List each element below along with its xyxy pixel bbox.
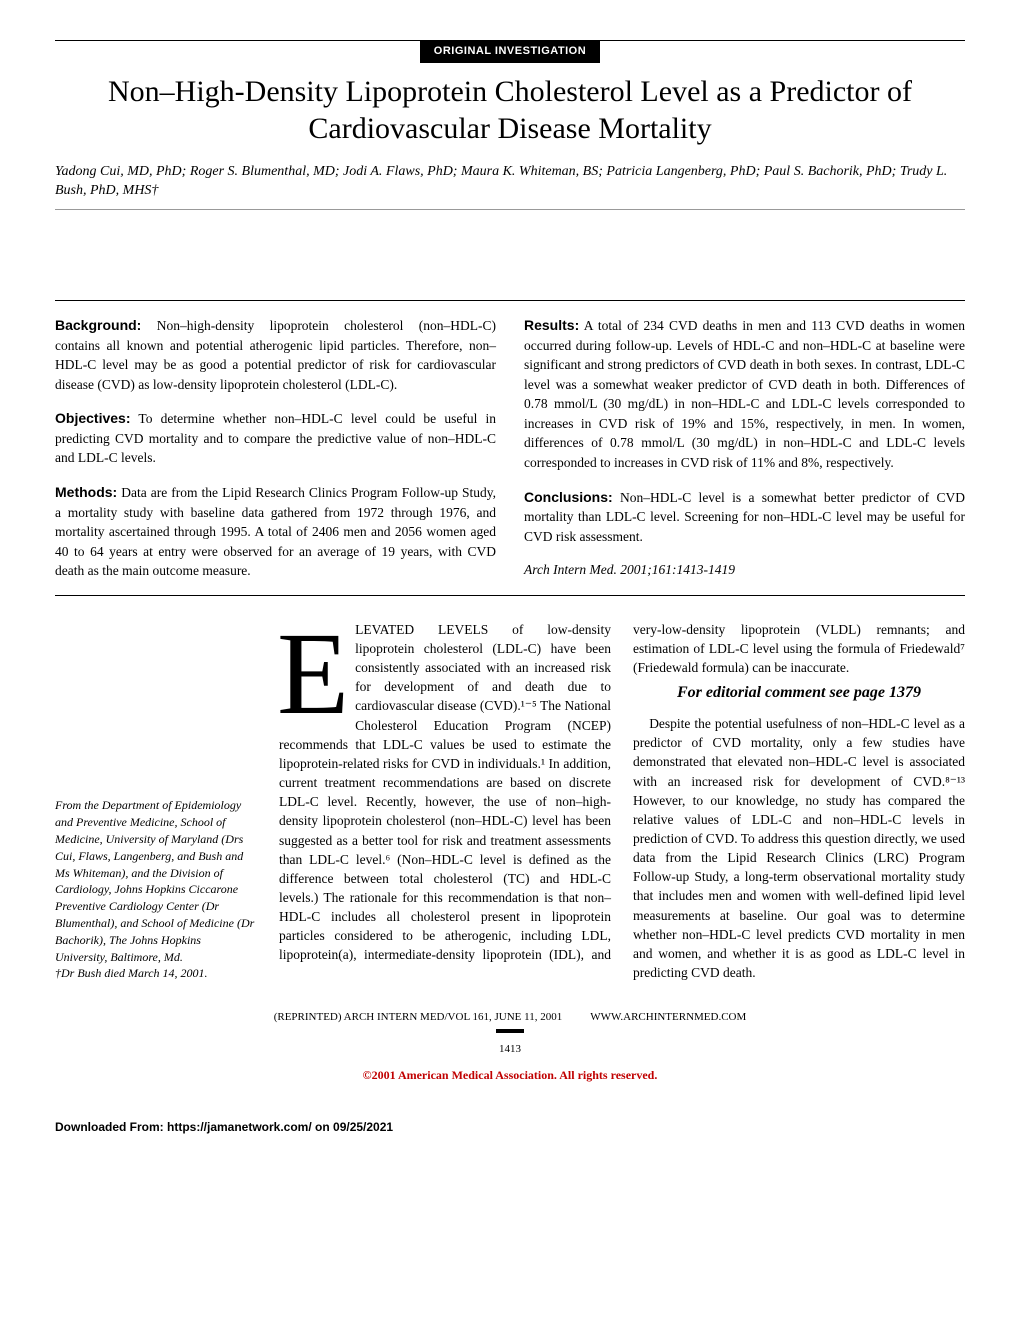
affiliation-text: From the Department of Epidemiology and …	[55, 797, 255, 965]
footer-left: (REPRINTED) ARCH INTERN MED/VOL 161, JUN…	[274, 1010, 563, 1025]
body-para-2b: Despite the potential usefulness of non–…	[633, 714, 965, 982]
body-row: From the Department of Epidemiology and …	[55, 620, 965, 982]
footer-page-number: 1413	[55, 1042, 965, 1057]
abs-label-conclusions: Conclusions:	[524, 489, 613, 505]
abs-label-methods: Methods:	[55, 484, 117, 500]
abs-text-methods: Data are from the Lipid Research Clinics…	[55, 485, 496, 578]
footer-bar-icon	[496, 1029, 524, 1033]
copyright-notice: ©2001 American Medical Association. All …	[55, 1067, 965, 1083]
abs-label-objectives: Objectives:	[55, 410, 130, 426]
author-rule	[55, 209, 965, 210]
abstract-left-column: Background: Non–high-density lipoprotein…	[55, 315, 496, 581]
author-list: Yadong Cui, MD, PhD; Roger S. Blumenthal…	[55, 162, 965, 201]
abstract-citation: Arch Intern Med. 2001;161:1413-1419	[524, 560, 965, 580]
article-title: Non–High-Density Lipoprotein Cholesterol…	[55, 73, 965, 148]
page-footer: (REPRINTED) ARCH INTERN MED/VOL 161, JUN…	[55, 1010, 965, 1083]
affiliation-dagger: †Dr Bush died March 14, 2001.	[55, 965, 255, 982]
section-label: ORIGINAL INVESTIGATION	[420, 40, 600, 63]
dropcap: E	[277, 626, 349, 723]
section-badge: ORIGINAL INVESTIGATION	[55, 40, 965, 63]
footer-right: WWW.ARCHINTERNMED.COM	[590, 1010, 746, 1025]
abs-text-results: A total of 234 CVD deaths in men and 113…	[524, 318, 965, 470]
abstract-box: Background: Non–high-density lipoprotein…	[55, 300, 965, 596]
editorial-callout: For editorial comment see page 1379	[633, 683, 965, 704]
abstract-right-column: Results: A total of 234 CVD deaths in me…	[524, 315, 965, 581]
abs-label-background: Background:	[55, 317, 141, 333]
download-note: Downloaded From: https://jamanetwork.com…	[55, 1119, 965, 1135]
affiliation-column: From the Department of Epidemiology and …	[55, 620, 255, 982]
abs-label-results: Results:	[524, 317, 579, 333]
body-text-columns: E LEVATED LEVELS of low-density lipoprot…	[279, 620, 965, 982]
